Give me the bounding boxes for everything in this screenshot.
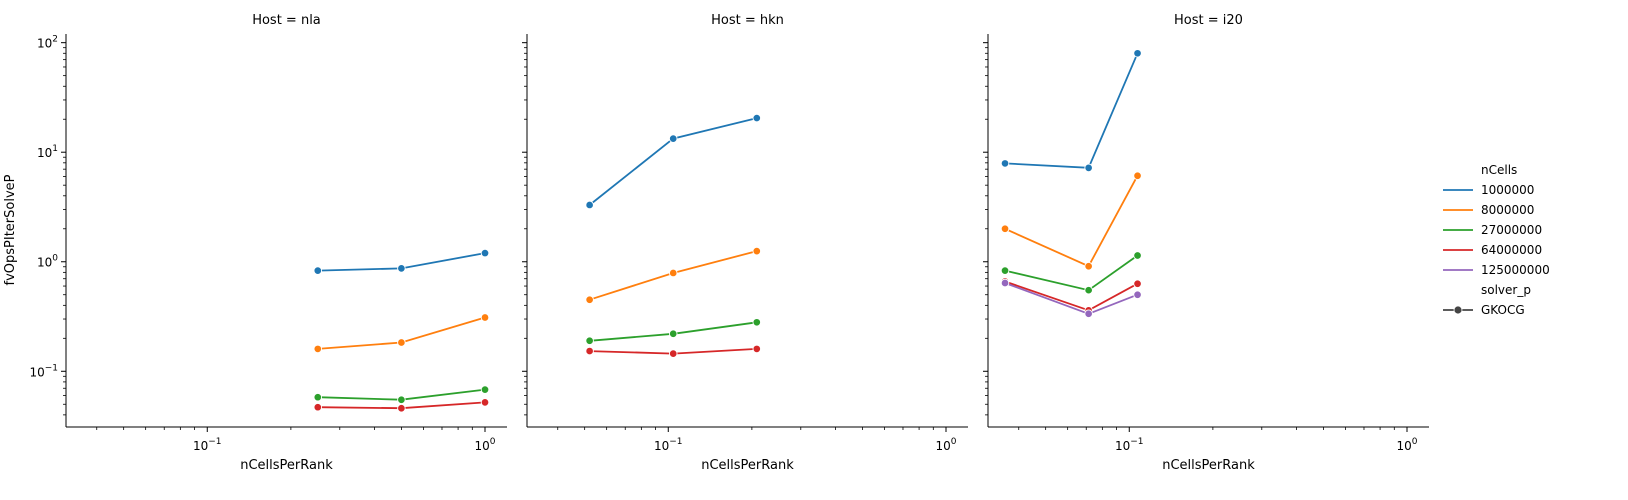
panel-title: Host = nla — [252, 13, 321, 28]
x-tick-label: 10−1 — [654, 437, 683, 453]
legend-entry: 1000000 — [1443, 183, 1534, 197]
legend-entry-label: 8000000 — [1481, 203, 1534, 217]
data-point — [1084, 309, 1093, 319]
legend-entry-label: 64000000 — [1481, 243, 1542, 257]
legend-entry: GKOCG — [1443, 303, 1525, 317]
data-point — [1084, 163, 1093, 173]
legend-title-hue: nCells — [1481, 163, 1517, 177]
data-point — [1133, 49, 1142, 58]
panels: Host = nla 10−1 100 101 102 10−1 100 nCellsPerR… — [29, 13, 1429, 473]
legend-entry-label: GKOCG — [1481, 303, 1525, 317]
data-point — [668, 134, 678, 143]
data-point — [1000, 266, 1010, 275]
series-line — [589, 117, 758, 206]
series-125000000 — [1000, 278, 1142, 319]
x-tick-label: 100 — [475, 437, 496, 453]
legend-entry-label: 125000000 — [1481, 263, 1550, 277]
panel-2: Host = hkn 10−1 100 nCellsPerRank — [522, 13, 968, 473]
series-27000000 — [585, 318, 762, 346]
legend-marker-swatch — [1453, 305, 1463, 315]
data-point — [397, 395, 406, 404]
series-8000000 — [585, 246, 762, 304]
y-tick-label: 10−1 — [29, 363, 58, 379]
series-line — [1004, 175, 1139, 268]
series-1000000 — [313, 248, 490, 275]
panel-3: Host = i20 10−1 100 nCellsPerRank — [983, 13, 1429, 473]
data-point — [585, 295, 594, 304]
data-point — [313, 266, 323, 275]
data-point — [585, 336, 594, 346]
y-tick-label: 102 — [37, 35, 58, 51]
series-line — [1004, 52, 1139, 169]
data-point — [480, 313, 490, 322]
x-tick-label: 100 — [936, 437, 957, 453]
data-point — [1133, 251, 1142, 260]
data-point — [480, 398, 490, 407]
data-point — [313, 392, 323, 402]
x-tick-label: 10−1 — [193, 437, 222, 453]
series-8000000 — [313, 313, 490, 354]
legend-title-style: solver_p — [1481, 283, 1531, 297]
x-tick-label: 100 — [1397, 437, 1418, 453]
legend-entry: 8000000 — [1443, 203, 1534, 217]
panel-title: Host = hkn — [711, 13, 784, 28]
data-point — [668, 329, 678, 339]
data-point — [1133, 290, 1142, 299]
legend-entry: 125000000 — [1443, 263, 1550, 277]
y-tick-label: 101 — [37, 144, 58, 160]
data-point — [313, 344, 323, 354]
panel-1: Host = nla 10−1 100 101 102 10−1 100 nCellsPerR… — [29, 13, 507, 473]
series-27000000 — [313, 385, 490, 404]
data-point — [397, 264, 406, 273]
data-point — [1000, 224, 1010, 234]
series-27000000 — [1000, 251, 1142, 295]
series-1000000 — [585, 113, 762, 210]
data-point — [397, 403, 406, 413]
data-point — [752, 344, 762, 354]
series-line — [1004, 254, 1139, 292]
legend: nCells 1000000 8000000 27000000 64000000 1250… — [1443, 163, 1550, 317]
legend-entry-label: 1000000 — [1481, 183, 1534, 197]
x-tick-label: 10−1 — [1115, 437, 1144, 453]
y-tick-label: 100 — [37, 254, 58, 270]
data-point — [1000, 159, 1010, 168]
series-64000000 — [1000, 277, 1142, 315]
legend-entry: 64000000 — [1443, 243, 1542, 257]
data-point — [480, 248, 490, 258]
data-point — [1133, 279, 1142, 288]
x-axis-label: nCellsPerRank — [240, 458, 333, 473]
series-8000000 — [1000, 171, 1142, 271]
legend-entry-label: 27000000 — [1481, 223, 1542, 237]
series-64000000 — [313, 398, 490, 413]
series-1000000 — [1000, 49, 1142, 173]
legend-entry: 27000000 — [1443, 223, 1542, 237]
x-axis-label: nCellsPerRank — [701, 458, 794, 473]
series-64000000 — [585, 344, 762, 358]
data-point — [397, 338, 406, 347]
data-point — [752, 246, 762, 256]
data-point — [1084, 285, 1093, 295]
y-axis-label: fvOpsPIterSolveP — [3, 174, 18, 285]
data-point — [752, 318, 762, 327]
panel-title: Host = i20 — [1174, 13, 1243, 28]
data-point — [1000, 278, 1010, 288]
data-point — [1084, 261, 1093, 271]
data-point — [480, 385, 490, 394]
data-point — [752, 113, 762, 123]
data-point — [585, 346, 594, 356]
data-point — [313, 402, 323, 412]
data-point — [668, 349, 678, 358]
data-point — [668, 268, 678, 278]
x-axis-label: nCellsPerRank — [1162, 458, 1255, 473]
data-point — [585, 200, 594, 210]
data-point — [1133, 171, 1142, 180]
